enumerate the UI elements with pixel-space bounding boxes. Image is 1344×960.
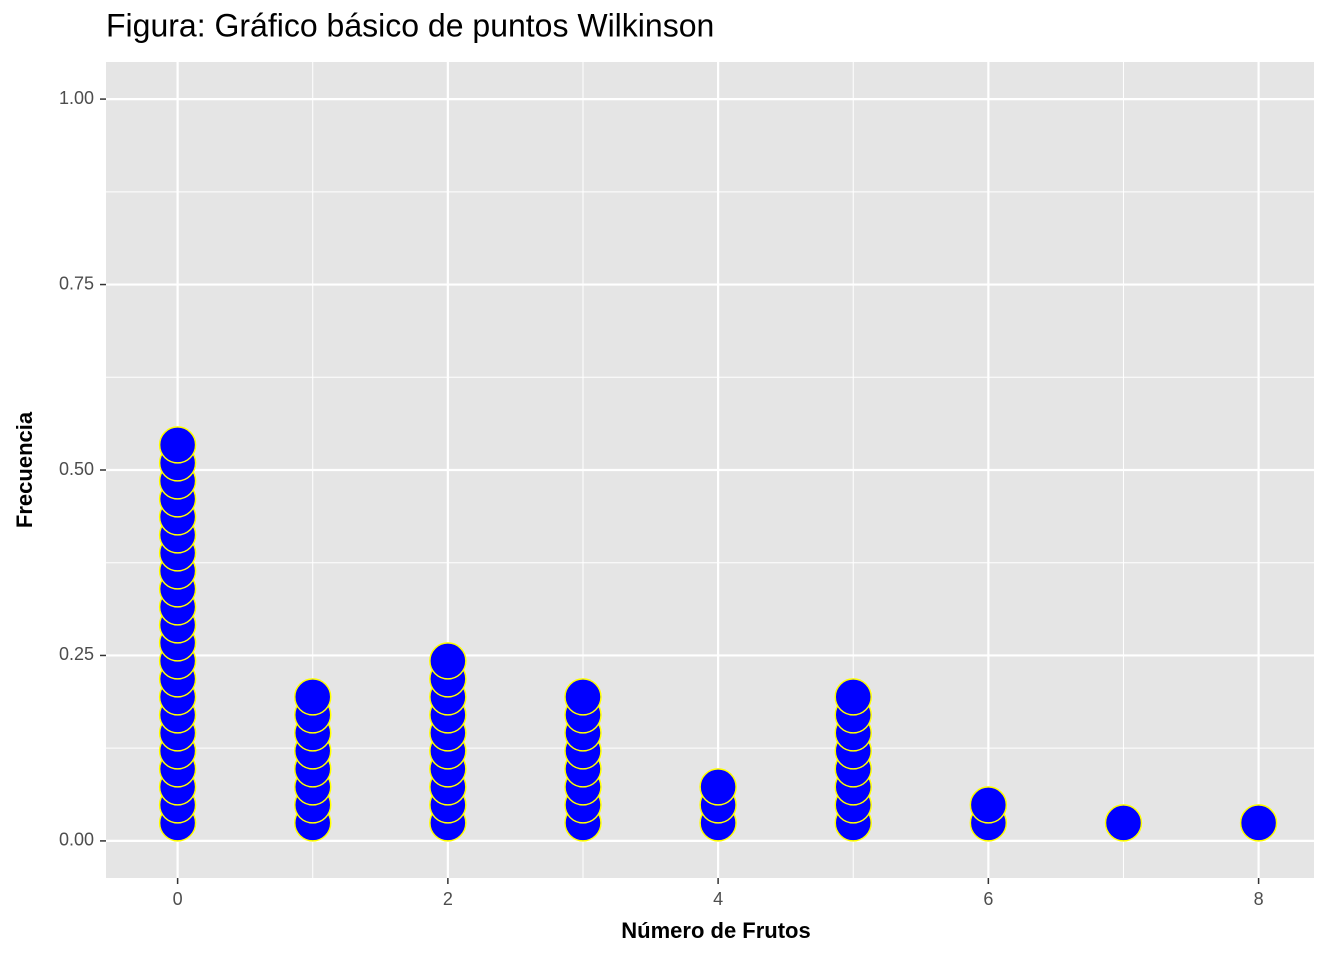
dot: [293, 678, 332, 716]
x-tick-label: 8: [1254, 889, 1264, 909]
y-tick-label: 0.75: [59, 273, 94, 293]
dot: [564, 678, 602, 716]
x-tick-label: 2: [443, 889, 453, 909]
y-axis-title: Frecuencia: [12, 411, 37, 528]
y-tick-label: 1.00: [59, 88, 94, 108]
y-tick-label: 0.50: [59, 459, 94, 479]
x-tick-label: 6: [983, 889, 993, 909]
y-tick-label: 0.25: [59, 644, 94, 664]
x-tick-label: 4: [713, 889, 723, 909]
x-tick-label: 0: [173, 889, 183, 909]
y-tick-label: 0.00: [59, 830, 94, 850]
chart-title: Figura: Gráfico básico de puntos Wilkins…: [106, 7, 714, 43]
dot: [969, 786, 1008, 824]
dot: [1104, 804, 1143, 842]
dot: [834, 678, 872, 716]
dot: [1239, 804, 1278, 842]
dot: [699, 768, 737, 806]
dot: [429, 642, 467, 680]
x-axis-title: Número de Frutos: [621, 918, 810, 943]
dot: [158, 426, 197, 464]
